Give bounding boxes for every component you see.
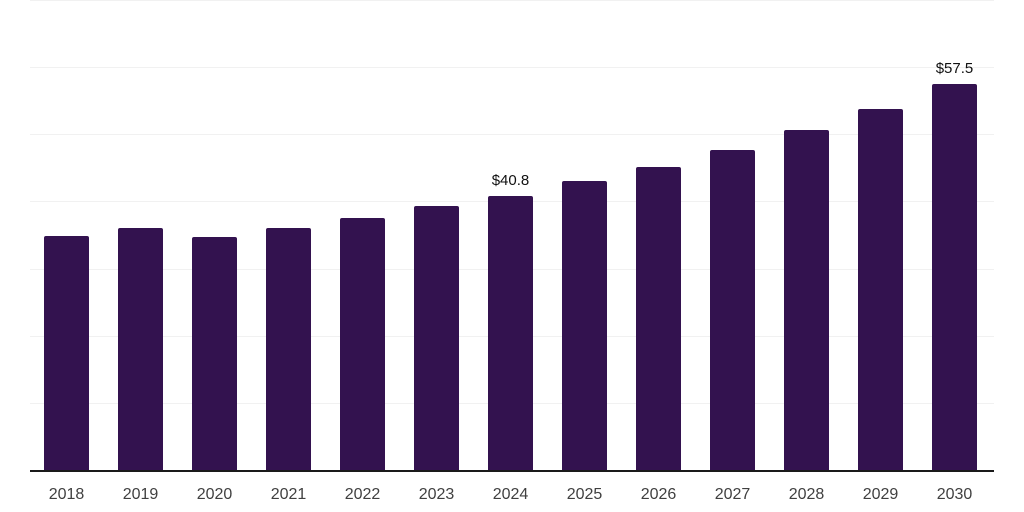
bar-2018[interactable] [44,236,89,470]
bar-2021[interactable] [266,227,311,470]
x-tick-label-2018: 2018 [48,486,85,503]
bar-value-label-2024: $40.8 [491,172,530,190]
bar-2027[interactable] [710,150,755,470]
gridline-70 [30,0,994,1]
bar-2023[interactable] [414,206,459,470]
x-tick-label-2022: 2022 [344,486,381,503]
x-tick-label-2030: 2030 [936,486,973,503]
bar-2025[interactable] [562,181,607,470]
gridline-50 [30,134,994,136]
x-tick-label-2019: 2019 [122,486,159,503]
bar-2024[interactable] [488,196,533,470]
plot-area: $40.8 $57.5 [30,0,994,470]
bar-2020[interactable] [192,237,237,470]
x-tick-label-2023: 2023 [418,486,455,503]
bar-2019[interactable] [118,228,163,470]
x-tick-label-2020: 2020 [196,486,233,503]
x-tick-label-2024: 2024 [492,486,529,503]
x-tick-label-2026: 2026 [640,486,677,503]
x-axis-line [30,470,994,472]
bar-2028[interactable] [784,129,829,470]
bar-value-label-2030: $57.5 [935,59,974,77]
bar-2026[interactable] [636,166,681,470]
gridline-60 [30,67,994,69]
bar-2022[interactable] [340,218,385,470]
x-tick-label-2028: 2028 [788,486,825,503]
bar-2030[interactable] [932,83,977,470]
x-tick-label-2025: 2025 [566,486,603,503]
x-tick-label-2021: 2021 [270,486,307,503]
x-tick-label-2027: 2027 [714,486,751,503]
bar-2029[interactable] [858,108,903,470]
x-tick-label-2029: 2029 [862,486,899,503]
